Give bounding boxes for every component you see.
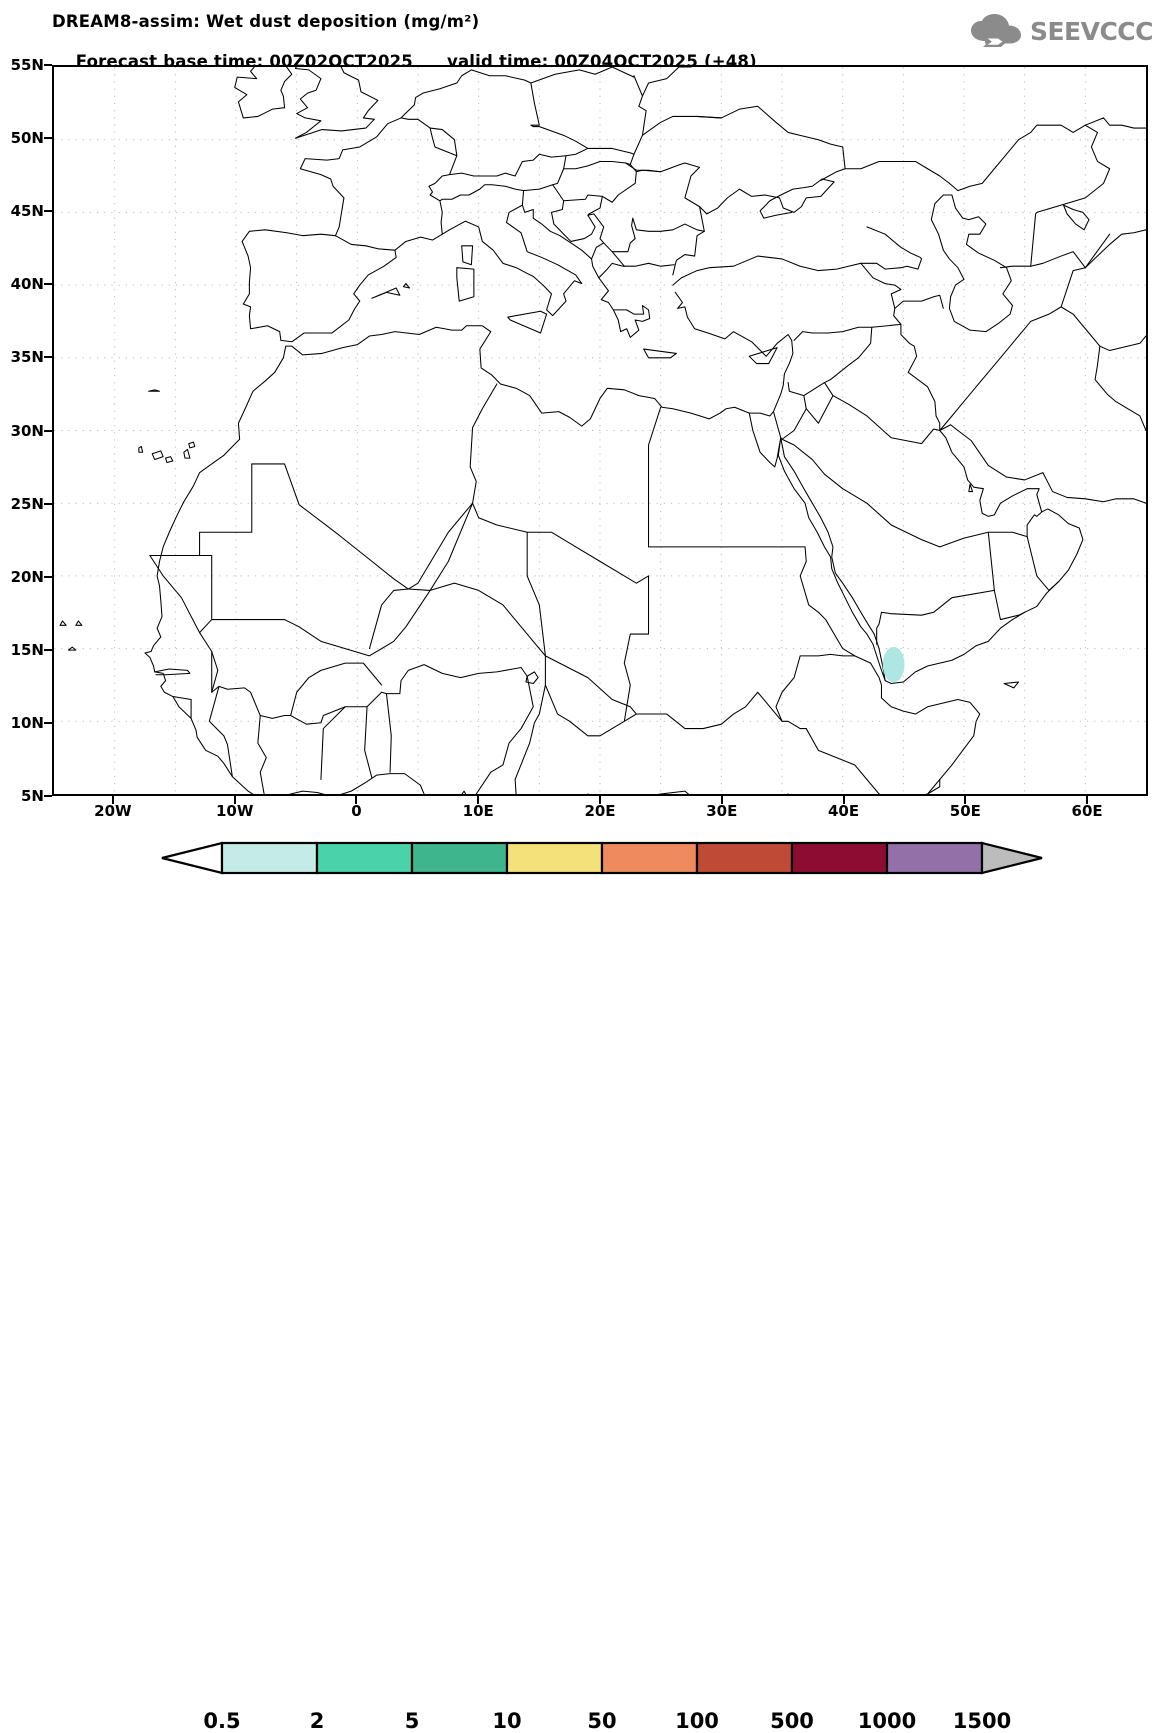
lat-tick-mark bbox=[44, 502, 52, 505]
colorbar-bin-1000-1500[interactable] bbox=[885, 841, 984, 875]
colorbar-tick-label-0.5: 0.5 bbox=[203, 1709, 241, 1733]
lon-tick-label-10w: 10W bbox=[215, 802, 254, 820]
lon-tick-mark bbox=[599, 796, 601, 804]
lat-tick-mark bbox=[44, 137, 52, 140]
colorbar-tick-label-5: 5 bbox=[404, 1709, 420, 1733]
lat-tick-label-5n: 5N bbox=[21, 787, 44, 805]
lon-tick-mark bbox=[1086, 796, 1089, 804]
colorbar-swatches bbox=[161, 841, 1043, 875]
lon-tick-label-20w: 20W bbox=[94, 802, 132, 820]
colorbar-tick-label-500: 500 bbox=[770, 1709, 814, 1733]
lat-tick-label-40n: 40N bbox=[10, 275, 44, 294]
header: DREAM8-assim: Wet dust deposition (mg/m²… bbox=[0, 0, 1165, 71]
lon-tick-mark bbox=[842, 796, 845, 804]
colorbar-bin-5-10[interactable] bbox=[410, 841, 509, 875]
logo-text: SEEVCCC bbox=[1029, 16, 1154, 46]
lat-tick-mark bbox=[44, 795, 52, 797]
lon-tick-label-60e: 60E bbox=[1071, 802, 1103, 820]
colorbar[interactable]: 0.5 2 5 10 50 100 500 1000 1500 bbox=[0, 840, 1165, 1733]
colorbar-bin-2-5[interactable] bbox=[315, 841, 414, 875]
lon-tick-label-40e: 40E bbox=[827, 802, 860, 820]
lat-tick-mark bbox=[44, 210, 52, 213]
colorbar-tick-label-10: 10 bbox=[492, 1709, 522, 1733]
lat-tick-mark bbox=[44, 283, 52, 286]
map-coastlines bbox=[59, 67, 1146, 794]
colorbar-tick-label-2: 2 bbox=[309, 1709, 325, 1733]
lon-tick-label-30e: 30E bbox=[706, 802, 738, 820]
lat-tick-mark bbox=[44, 648, 52, 651]
seevccc-logo: SEEVCCC bbox=[969, 12, 1154, 50]
lon-tick-label-0: 0 bbox=[351, 802, 362, 820]
cloud-arrow-icon bbox=[970, 14, 1021, 47]
lat-tick-label-10n: 10N bbox=[10, 713, 44, 732]
colorbar-tick-label-50: 50 bbox=[587, 1709, 617, 1733]
colorbar-tick-label-1500: 1500 bbox=[952, 1709, 1012, 1733]
lat-tick-label-25n: 25N bbox=[10, 494, 44, 513]
map-gridlines bbox=[54, 67, 1146, 794]
colorbar-bin-100-500[interactable] bbox=[695, 841, 794, 875]
lon-tick-label-20e: 20E bbox=[584, 802, 616, 820]
lon-tick-label-10e: 10E bbox=[462, 802, 494, 820]
lat-tick-label-20n: 20N bbox=[10, 567, 44, 586]
colorbar-over-cap bbox=[980, 841, 1043, 875]
lon-tick-mark bbox=[111, 796, 114, 804]
lon-tick-mark bbox=[233, 796, 236, 804]
lon-tick-mark bbox=[477, 796, 480, 804]
yemen-deposition-patch bbox=[882, 646, 905, 683]
colorbar-tick-label-100: 100 bbox=[675, 1709, 719, 1733]
lon-tick-mark bbox=[720, 796, 723, 804]
lat-tick-mark bbox=[44, 721, 52, 724]
lon-tick-mark bbox=[964, 796, 967, 804]
colorbar-bin-50-100[interactable] bbox=[600, 841, 699, 875]
map-canvas bbox=[54, 67, 1146, 794]
colorbar-tick-label-1000: 1000 bbox=[857, 1709, 917, 1733]
lat-tick-label-35n: 35N bbox=[10, 348, 44, 367]
lat-tick-mark bbox=[44, 64, 52, 66]
lat-tick-label-50n: 50N bbox=[10, 129, 44, 148]
page-title: DREAM8-assim: Wet dust deposition (mg/m²… bbox=[52, 12, 480, 31]
map-plot-area[interactable] bbox=[52, 65, 1148, 796]
lat-tick-mark bbox=[44, 356, 52, 359]
deposition-overlay bbox=[882, 646, 905, 683]
colorbar-bin-500-1000[interactable] bbox=[790, 841, 889, 875]
lon-tick-mark bbox=[355, 796, 358, 804]
lat-tick-mark bbox=[44, 575, 52, 578]
colorbar-bin-10-50[interactable] bbox=[505, 841, 604, 875]
colorbar-under-cap bbox=[161, 841, 224, 875]
colorbar-bin-0.5-2[interactable] bbox=[220, 841, 319, 875]
lat-tick-label-45n: 45N bbox=[10, 202, 44, 221]
lon-tick-label-50e: 50E bbox=[949, 802, 981, 820]
lat-tick-mark bbox=[44, 429, 52, 432]
lat-tick-label-30n: 30N bbox=[10, 421, 44, 440]
lat-tick-label-15n: 15N bbox=[10, 640, 44, 659]
